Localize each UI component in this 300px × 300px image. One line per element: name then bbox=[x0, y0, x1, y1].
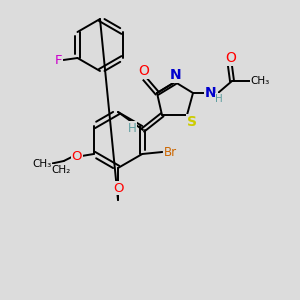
Text: N: N bbox=[170, 68, 182, 82]
Text: O: O bbox=[71, 149, 82, 163]
Text: CH₂: CH₂ bbox=[51, 165, 70, 175]
Text: O: O bbox=[226, 51, 236, 65]
Text: S: S bbox=[187, 115, 197, 129]
Text: H: H bbox=[215, 94, 223, 104]
Text: O: O bbox=[114, 182, 124, 194]
Text: CH₃: CH₃ bbox=[32, 159, 51, 169]
Text: Br: Br bbox=[164, 146, 177, 158]
Text: H: H bbox=[128, 122, 136, 134]
Text: N: N bbox=[205, 86, 217, 100]
Text: O: O bbox=[139, 64, 149, 78]
Text: F: F bbox=[55, 53, 62, 67]
Text: CH₃: CH₃ bbox=[250, 76, 270, 86]
